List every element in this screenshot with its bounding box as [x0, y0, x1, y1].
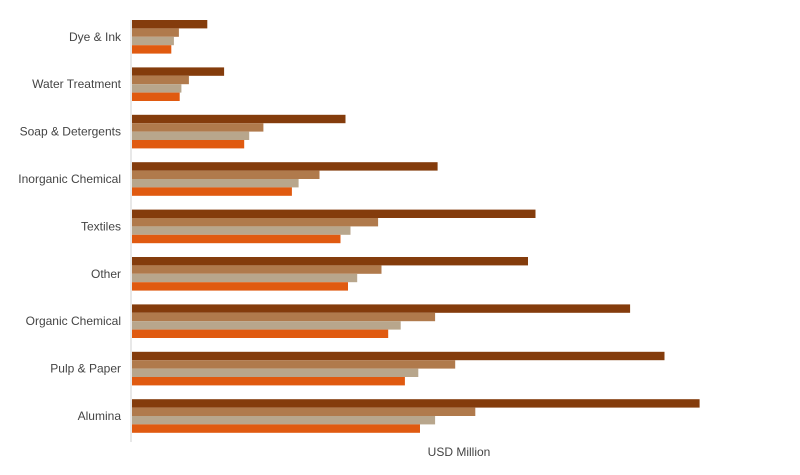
bar-organic-chemical-s1	[132, 304, 631, 313]
bar-water-treatment-s1	[132, 67, 225, 76]
bar-other-s3	[132, 273, 358, 283]
bar-other-s2	[132, 265, 382, 274]
bar-pulp-paper-s1	[132, 351, 665, 361]
bar-soap-detergents-s4	[132, 140, 245, 149]
bar-water-treatment-s2	[132, 75, 189, 85]
bar-textiles-s1	[132, 209, 536, 218]
category-label: Organic Chemical	[26, 314, 121, 328]
bar-alumina-s2	[132, 407, 476, 416]
bar-water-treatment-s3	[132, 84, 182, 93]
bar-inorganic-chemical-s2	[132, 170, 320, 179]
bar-soap-detergents-s3	[132, 131, 250, 140]
bar-alumina-s4	[132, 424, 420, 433]
bar-soap-detergents-s1	[132, 114, 346, 124]
bar-soap-detergents-s2	[132, 123, 264, 132]
bar-pulp-paper-s3	[132, 368, 419, 377]
category-label: Pulp & Paper	[50, 362, 121, 376]
bar-alumina-s1	[132, 399, 700, 408]
category-label: Alumina	[78, 409, 122, 423]
bar-organic-chemical-s4	[132, 329, 389, 338]
bar-other-s4	[132, 282, 348, 291]
bar-textiles-s4	[132, 234, 341, 244]
bar-dye-ink-s3	[132, 36, 174, 46]
bar-organic-chemical-s2	[132, 312, 436, 322]
bar-pulp-paper-s4	[132, 377, 405, 386]
bars-group	[132, 20, 700, 433]
x-axis-title: USD Million	[428, 445, 491, 459]
bar-pulp-paper-s2	[132, 360, 456, 369]
bar-inorganic-chemical-s4	[132, 187, 292, 196]
bar-textiles-s2	[132, 218, 379, 227]
bar-inorganic-chemical-s1	[132, 162, 438, 171]
bar-other-s1	[132, 257, 528, 266]
bar-inorganic-chemical-s3	[132, 179, 299, 188]
bar-textiles-s3	[132, 226, 351, 235]
category-label: Other	[91, 267, 121, 281]
category-labels-group: Dye & Ink Water Treatment Soap & Detergent…	[18, 30, 122, 423]
bar-alumina-s3	[132, 416, 436, 425]
category-label: Water Treatment	[32, 77, 122, 91]
bar-water-treatment-s4	[132, 92, 180, 101]
category-label: Inorganic Chemical	[18, 172, 121, 186]
bar-dye-ink-s1	[132, 20, 208, 29]
category-label: Dye & Ink	[69, 30, 122, 44]
category-label: Soap & Detergents	[20, 125, 121, 139]
category-label: Textiles	[81, 219, 121, 233]
bar-dye-ink-s2	[132, 28, 179, 37]
bar-dye-ink-s4	[132, 45, 172, 54]
bar-organic-chemical-s3	[132, 321, 401, 330]
